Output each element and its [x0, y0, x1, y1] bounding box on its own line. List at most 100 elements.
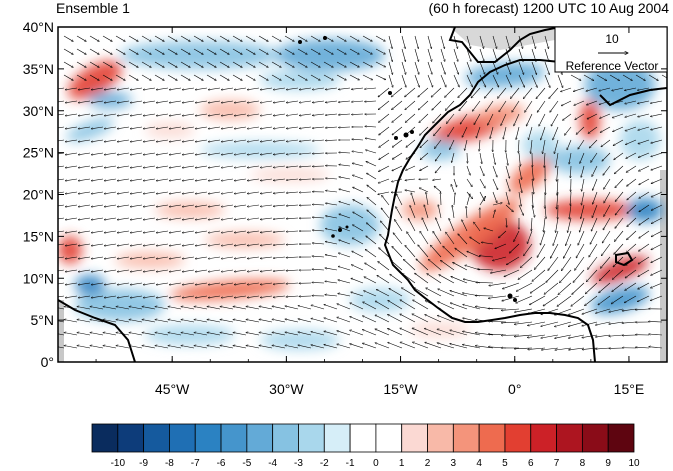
wind-arrow	[531, 61, 537, 75]
wind-arrow	[285, 332, 299, 336]
wind-arrow	[573, 269, 585, 283]
wind-arrow	[91, 230, 104, 233]
wind-arrow	[117, 282, 130, 285]
wind-arrow	[609, 74, 620, 81]
wind-arrow	[651, 230, 663, 237]
wind-arrow	[550, 100, 559, 112]
wind-arrow	[451, 184, 455, 193]
wind-arrow	[104, 230, 117, 233]
wind-arrow	[169, 282, 182, 285]
wind-arrow	[531, 74, 537, 88]
wind-arrow	[297, 48, 307, 54]
wind-arrow	[324, 305, 338, 310]
wind-arrow	[299, 139, 312, 141]
wind-arrow	[651, 178, 663, 184]
wind-arrow	[206, 35, 216, 41]
anomaly-blob	[250, 168, 330, 182]
wind-arrow	[392, 139, 403, 147]
wind-arrow	[351, 101, 364, 102]
wind-arrow	[604, 204, 611, 217]
wind-arrow	[650, 282, 663, 288]
wind-arrow	[389, 288, 403, 297]
wind-arrow	[195, 282, 208, 285]
wind-arrow	[156, 139, 169, 142]
longitude-axis: 45°W 30°W 15°W 0° 15°E	[57, 27, 668, 397]
wind-arrow	[130, 113, 143, 116]
wind-arrow	[167, 61, 177, 67]
wind-arrow	[234, 243, 247, 246]
wind-arrow	[169, 269, 182, 272]
wind-arrow	[143, 165, 156, 168]
wind-arrow	[117, 113, 130, 116]
wind-arrow	[349, 61, 359, 67]
wind-arrow	[271, 48, 281, 54]
wind-arrow	[531, 204, 535, 217]
wind-arrow	[78, 191, 91, 194]
wind-arrow	[117, 126, 130, 129]
wind-arrow	[599, 113, 611, 118]
wind-arrow	[156, 87, 169, 90]
wind-arrow	[471, 87, 481, 98]
wind-arrow	[91, 243, 104, 246]
wind-arrow	[260, 243, 273, 245]
wind-arrow	[637, 282, 650, 289]
wind-arrow	[401, 74, 406, 87]
wind-arrow	[234, 126, 247, 129]
wind-arrow	[401, 61, 406, 75]
wind-arrow	[194, 345, 208, 349]
wind-arrow	[156, 295, 169, 298]
wind-arrow	[388, 61, 393, 75]
wind-arrow	[260, 191, 273, 194]
wind-arrow	[155, 345, 169, 349]
anomaly-blob	[580, 100, 600, 140]
wind-arrow	[440, 35, 445, 49]
wind-arrow	[220, 319, 234, 323]
wind-arrow	[544, 48, 549, 62]
land-mask	[58, 300, 64, 362]
wind-arrow	[589, 243, 598, 257]
wind-arrow	[142, 345, 156, 349]
wind-arrow	[648, 74, 658, 81]
wind-arrow	[104, 282, 117, 285]
wind-arrow	[260, 100, 273, 103]
wind-arrow	[233, 332, 247, 336]
wind-arrow	[260, 217, 273, 219]
wind-arrow	[299, 113, 312, 116]
wind-arrow	[221, 269, 234, 272]
colorbar-swatch	[298, 423, 325, 453]
wind-arrow	[462, 126, 468, 137]
wind-arrow	[286, 178, 299, 180]
wind-arrow	[627, 217, 637, 227]
wind-arrow	[526, 113, 533, 126]
wind-arrow	[569, 204, 572, 219]
wind-arrow	[234, 256, 247, 259]
wind-arrow	[622, 308, 637, 311]
wind-arrow	[568, 347, 585, 350]
wind-arrow	[298, 345, 312, 349]
wind-arrow	[375, 61, 386, 67]
wind-arrow	[234, 217, 247, 220]
wind-arrow	[115, 61, 125, 67]
wind-arrow	[387, 328, 403, 336]
wind-arrow	[651, 204, 663, 210]
wind-arrow	[195, 178, 208, 181]
wind-arrow	[339, 165, 351, 167]
wind-arrow	[245, 48, 255, 54]
wind-arrow	[156, 243, 169, 246]
wind-arrow	[549, 87, 559, 99]
wind-arrow	[310, 74, 320, 80]
wind-arrow	[520, 256, 533, 268]
wind-arrow	[232, 48, 242, 54]
wind-arrow	[273, 256, 286, 258]
wind-arrow	[501, 322, 520, 323]
wind-arrow	[169, 139, 182, 142]
wind-arrow	[379, 248, 390, 258]
wind-arrow	[78, 204, 91, 207]
wind-arrow	[272, 306, 286, 310]
wind-arrow	[286, 270, 299, 271]
wind-arrow	[141, 48, 151, 54]
wind-arrow	[362, 302, 377, 310]
wind-arrow	[63, 35, 73, 41]
wind-arrow	[554, 334, 572, 338]
wind-arrow	[364, 263, 377, 271]
